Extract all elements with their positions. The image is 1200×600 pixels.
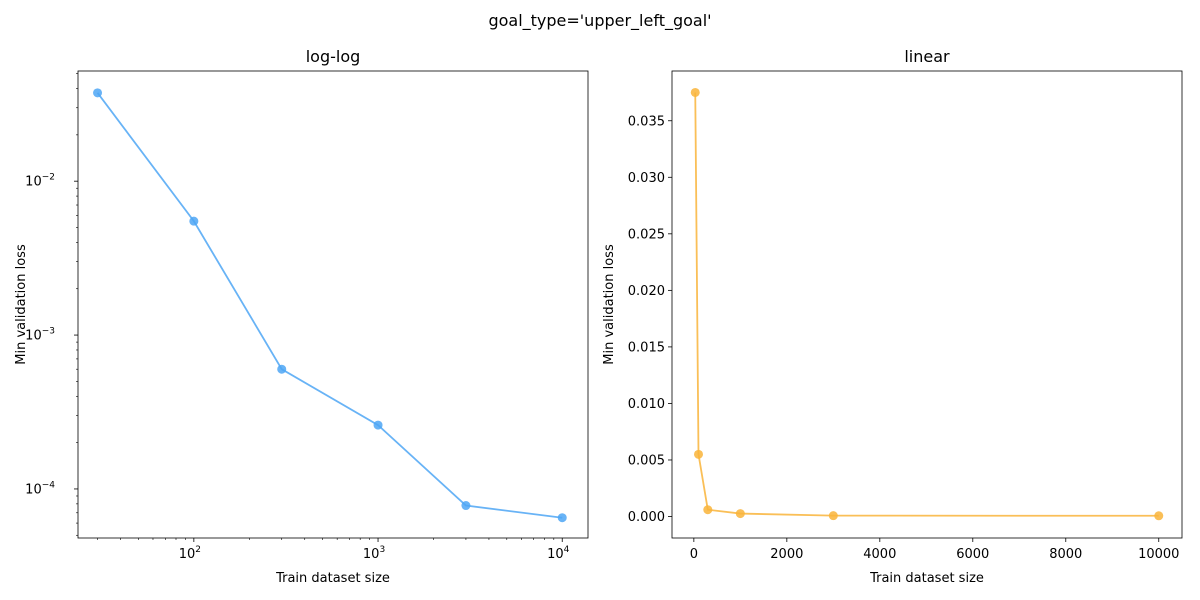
loglog-x-tick-label: 104 bbox=[547, 545, 570, 562]
loglog-y-tick-label: 10−3 bbox=[25, 327, 55, 344]
linear-x-tick-label: 0 bbox=[690, 547, 698, 562]
loglog-y-tick-label: 10−2 bbox=[25, 173, 55, 190]
linear-ylabel: Min validation loss bbox=[602, 244, 617, 365]
linear-data-point bbox=[703, 505, 713, 515]
linear-x-tick-label: 2000 bbox=[770, 547, 803, 562]
linear-title: linear bbox=[904, 47, 950, 66]
loglog-data-point bbox=[461, 501, 471, 511]
linear-y-tick-label: 0.020 bbox=[628, 284, 665, 299]
linear-x-tick-label: 6000 bbox=[956, 547, 989, 562]
loglog-xlabel: Train dataset size bbox=[275, 571, 390, 586]
loglog-series-line bbox=[96, 92, 563, 519]
linear-x-tick-label: 8000 bbox=[1049, 547, 1082, 562]
loglog-title: log-log bbox=[306, 47, 361, 66]
loglog-data-point bbox=[557, 513, 567, 523]
linear-data-point bbox=[735, 509, 745, 519]
linear-y-tick-label: 0.005 bbox=[628, 453, 665, 468]
linear-x-tick-label: 10000 bbox=[1138, 547, 1179, 562]
loglog-data-point bbox=[189, 216, 199, 226]
loglog-data-point bbox=[373, 420, 383, 430]
figure-suptitle: goal_type='upper_left_goal' bbox=[488, 11, 711, 31]
loglog-axes-frame bbox=[77, 70, 589, 539]
loglog-y-tick-label: 10−4 bbox=[25, 480, 55, 497]
linear-x-tick-label: 4000 bbox=[863, 547, 896, 562]
linear-y-tick-label: 0.000 bbox=[628, 510, 665, 525]
linear-y-tick-label: 0.015 bbox=[628, 340, 665, 355]
linear-y-tick-label: 0.010 bbox=[628, 397, 665, 412]
linear-y-tick-label: 0.035 bbox=[628, 114, 665, 129]
linear-axes-frame bbox=[671, 70, 1183, 539]
loglog-x-tick-label: 102 bbox=[179, 545, 201, 562]
linear-axes: linear Train dataset size Min validation… bbox=[602, 47, 1183, 586]
linear-y-tick-label: 0.030 bbox=[628, 171, 665, 186]
loglog-x-tick-label: 103 bbox=[363, 545, 385, 562]
linear-data-point bbox=[693, 449, 703, 459]
linear-data-point bbox=[828, 511, 838, 521]
loglog-axes: log-log Train dataset size Min validatio… bbox=[14, 47, 589, 586]
linear-data-point bbox=[1154, 511, 1164, 521]
loglog-data-point bbox=[277, 364, 287, 374]
loglog-data-point bbox=[93, 88, 103, 98]
loglog-ylabel: Min validation loss bbox=[14, 244, 29, 365]
linear-xlabel: Train dataset size bbox=[869, 571, 984, 586]
linear-series-line bbox=[694, 92, 1159, 517]
linear-y-tick-label: 0.025 bbox=[628, 227, 665, 242]
linear-data-point bbox=[690, 87, 700, 97]
